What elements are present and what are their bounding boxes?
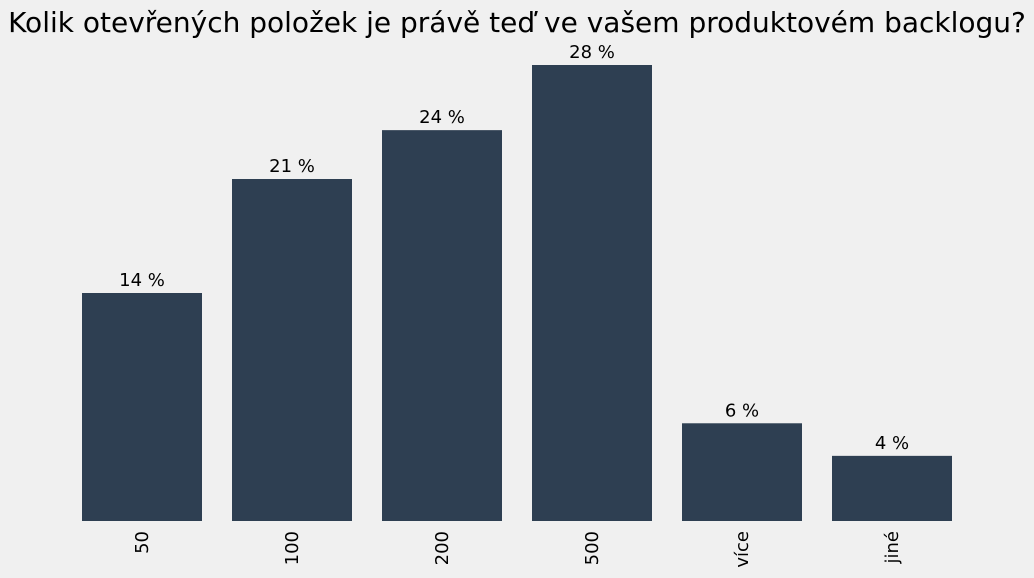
x-tick-label-více: více <box>732 531 753 568</box>
value-label-100: 21 % <box>269 156 315 177</box>
value-label-500: 28 % <box>569 42 615 63</box>
x-tick-label-jiné: jiné <box>882 531 903 564</box>
x-tick-label-50: 50 <box>132 531 153 554</box>
x-tick-label-500: 500 <box>582 531 603 565</box>
bar-100 <box>232 179 352 521</box>
value-label-50: 14 % <box>119 270 165 291</box>
value-label-jiné: 4 % <box>875 433 909 454</box>
value-label-více: 6 % <box>725 400 759 421</box>
bar-200 <box>382 130 502 521</box>
value-labels-group: 14 % 21 % 24 % 28 % 6 % 4 % <box>119 42 909 454</box>
bar-500 <box>532 65 652 521</box>
x-tick-label-100: 100 <box>282 531 303 565</box>
bar-50 <box>82 293 202 521</box>
bar-jiné <box>832 455 952 521</box>
bar-více <box>682 423 802 521</box>
chart-title: Kolik otevřených položek je právě teď ve… <box>8 6 1026 39</box>
x-tick-label-200: 200 <box>432 531 453 565</box>
bars-group <box>82 65 952 521</box>
value-label-200: 24 % <box>419 107 465 128</box>
x-tick-labels: 50 100 200 500 více jiné <box>132 531 903 568</box>
